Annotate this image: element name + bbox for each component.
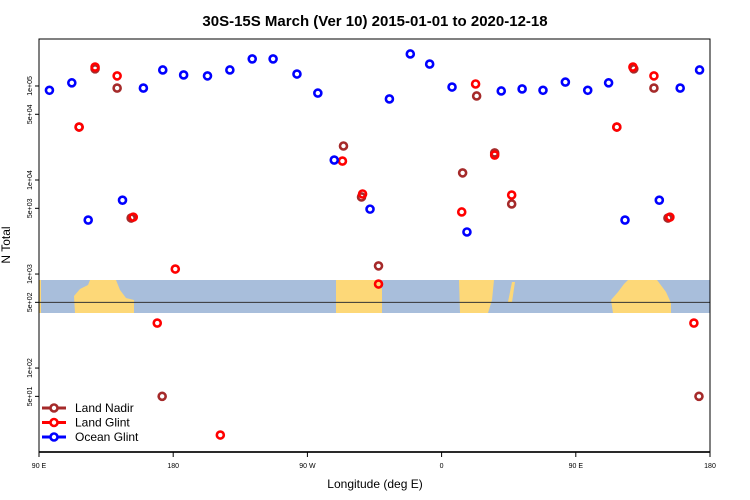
y-tick-label: 5e+03: [27, 198, 34, 218]
land-mass: [459, 280, 494, 313]
data-point: [373, 279, 384, 289]
data-point: [128, 212, 139, 222]
data-point: [675, 83, 685, 93]
land-mass: [336, 280, 382, 313]
data-point: [157, 391, 167, 402]
data-point: [694, 391, 704, 402]
series-land-nadir: [74, 64, 704, 402]
x-tick-label: 0: [440, 463, 444, 470]
plot-frame: [38, 38, 711, 453]
data-point: [215, 430, 226, 440]
data-point: [178, 70, 189, 80]
land-mass: [508, 282, 515, 302]
data-point: [456, 207, 467, 217]
x-tick-label: 90 E: [569, 463, 584, 470]
data-point: [649, 83, 659, 93]
chart-title: 30S-15S March (Ver 10) 2015-01-01 to 202…: [202, 13, 547, 30]
data-point: [384, 94, 395, 104]
data-point: [44, 85, 55, 96]
land-mass: [611, 280, 671, 313]
legend-marker: [49, 432, 59, 442]
data-point: [337, 156, 348, 166]
data-point: [268, 54, 278, 64]
y-tick-label: 1e+05: [27, 76, 34, 96]
data-point: [138, 83, 149, 93]
data-point: [117, 195, 128, 205]
data-point: [329, 155, 340, 165]
y-tick-label: 5e+04: [27, 104, 34, 124]
data-point: [357, 189, 368, 199]
data-point: [470, 79, 481, 89]
data-point: [496, 86, 507, 96]
land-mass: [74, 280, 134, 313]
data-point: [612, 122, 622, 132]
x-tick-label: 180: [704, 463, 716, 470]
series-land-glint: [74, 62, 699, 440]
legend-marker: [49, 417, 59, 428]
data-point: [462, 227, 472, 237]
data-point: [538, 85, 548, 96]
data-point: [654, 195, 665, 205]
data-point: [424, 59, 435, 69]
data-point: [628, 62, 638, 72]
y-axis-label: N Total: [0, 226, 13, 263]
data-point: [620, 215, 630, 225]
data-point: [338, 141, 349, 151]
data-point: [405, 49, 416, 59]
data-point: [560, 77, 571, 87]
x-axis-label: Longitude (deg E): [327, 477, 422, 491]
data-point: [471, 91, 482, 101]
data-point: [112, 71, 122, 81]
data-point: [202, 71, 213, 81]
data-point: [225, 65, 235, 75]
data-point: [152, 318, 163, 328]
data-point: [247, 54, 258, 64]
data-point: [603, 78, 614, 88]
data-point: [489, 150, 500, 160]
y-tick-label: 5e+02: [27, 292, 34, 312]
data-point: [457, 168, 468, 178]
data-point: [170, 264, 181, 274]
legend-label: Land Glint: [75, 416, 130, 430]
data-point: [506, 190, 517, 200]
data-point: [67, 78, 77, 88]
data-point: [582, 85, 593, 96]
data-point: [74, 122, 84, 132]
data-point: [665, 212, 675, 222]
x-tick-label: 90 E: [32, 463, 47, 470]
x-tick-label: 180: [167, 463, 179, 470]
data-point: [694, 65, 705, 75]
series-ocean-glint: [44, 49, 705, 237]
data-point: [112, 83, 122, 93]
data-point: [365, 204, 375, 214]
legend-label: Land Nadir: [75, 401, 134, 415]
y-tick-label: 1e+03: [27, 264, 34, 284]
data-point: [517, 84, 527, 94]
data-point: [292, 69, 302, 79]
data-point: [373, 261, 384, 271]
data-point: [157, 65, 168, 75]
legend-label: Ocean Glint: [75, 430, 139, 444]
data-point: [649, 71, 659, 81]
data-point: [447, 82, 457, 92]
data-point: [83, 215, 94, 225]
data-point: [506, 199, 517, 209]
y-tick-label: 1e+04: [27, 170, 34, 190]
y-tick-label: 1e+02: [27, 358, 34, 378]
x-tick-label: 90 W: [299, 463, 316, 470]
data-point: [313, 88, 323, 98]
data-point: [90, 62, 100, 72]
legend-marker: [49, 403, 59, 413]
data-point: [689, 318, 699, 328]
y-tick-label: 5e+01: [27, 386, 34, 406]
